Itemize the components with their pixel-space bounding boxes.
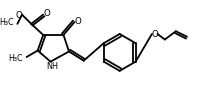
Text: O: O	[75, 17, 82, 26]
Text: H₃C: H₃C	[9, 54, 23, 63]
Text: O: O	[44, 9, 50, 18]
Text: NH: NH	[46, 62, 58, 71]
Text: H₃C: H₃C	[0, 17, 14, 26]
Text: O: O	[16, 11, 23, 20]
Text: O: O	[151, 30, 158, 39]
